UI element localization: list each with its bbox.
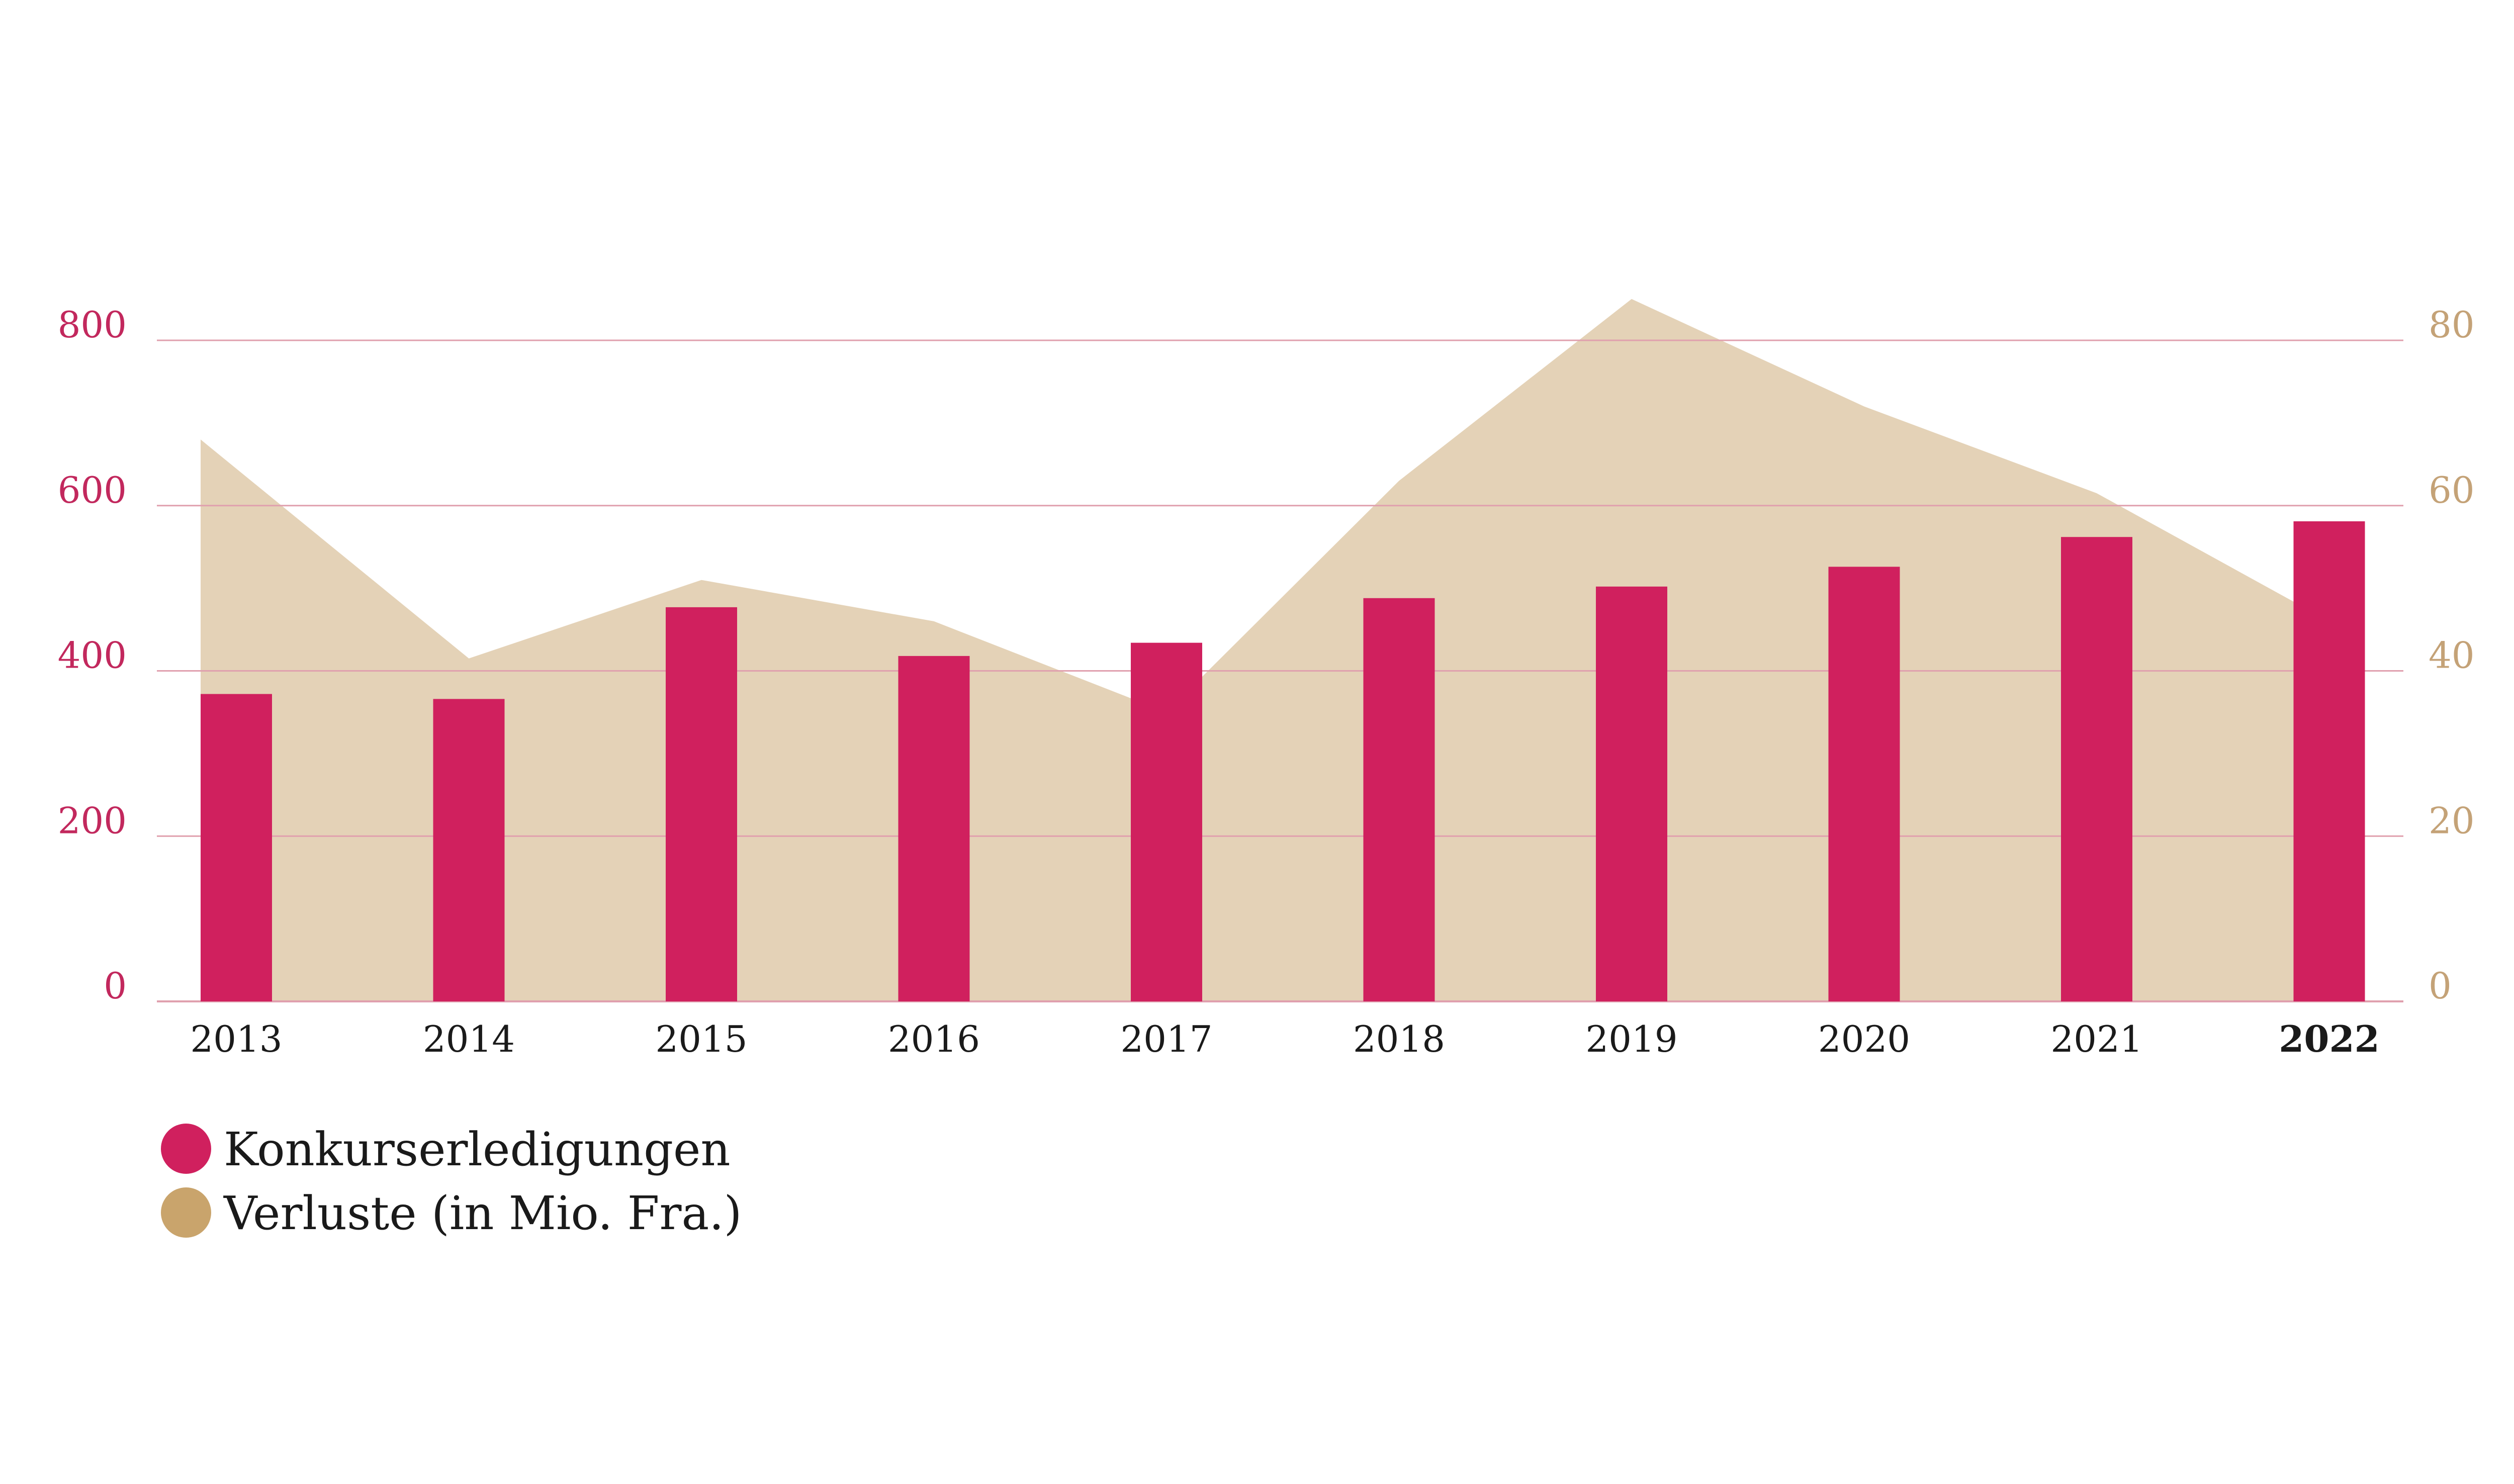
y-left-tick-label: 800 xyxy=(58,304,127,346)
x-tick-label-2020: 2020 xyxy=(1818,1018,1910,1060)
legend-swatch-verluste xyxy=(161,1187,211,1238)
y-right-tick-label: 20 xyxy=(2429,799,2475,842)
x-tick-label-2021: 2021 xyxy=(2050,1018,2142,1060)
bar-2017 xyxy=(1131,642,1202,1001)
x-axis: 2013 2014 2015 2016 2017 2018 2019 2020 2021 2022 xyxy=(190,1017,2379,1060)
bar-2016 xyxy=(898,656,970,1001)
right-axis: 0 20 40 60 80 xyxy=(2429,304,2475,1007)
grid-layer xyxy=(157,339,2403,1002)
x-tick-label-2022: 2022 xyxy=(2279,1017,2379,1060)
legend-label-konkurserledigungen: Konkurserledigungen xyxy=(224,1123,731,1176)
bar-layer xyxy=(201,521,2365,1001)
x-tick-label-2018: 2018 xyxy=(1353,1018,1445,1060)
bar-2022 xyxy=(2293,521,2365,1001)
x-tick-label-2013: 2013 xyxy=(190,1018,282,1060)
left-axis: 0 200 400 600 800 xyxy=(58,304,127,1007)
bar-2015 xyxy=(666,607,737,1001)
y-right-tick-label: 40 xyxy=(2429,634,2475,677)
x-tick-label-2017: 2017 xyxy=(1120,1018,1212,1060)
y-left-tick-label: 600 xyxy=(58,469,127,511)
bar-2019 xyxy=(1596,586,1667,1001)
verluste-area-layer xyxy=(201,299,2329,1001)
y-right-tick-label: 60 xyxy=(2429,469,2475,511)
y-left-tick-label: 200 xyxy=(58,799,127,842)
bar-2021 xyxy=(2061,537,2132,1001)
x-tick-label-2015: 2015 xyxy=(655,1018,747,1060)
y-right-tick-label: 80 xyxy=(2429,304,2475,346)
bar-2014 xyxy=(433,699,505,1001)
legend: Konkurserledigungen Verluste (in Mio. Fr… xyxy=(161,1123,742,1240)
x-tick-label-2014: 2014 xyxy=(423,1018,515,1060)
bar-2013 xyxy=(201,694,272,1001)
bar-2018 xyxy=(1363,598,1435,1001)
y-left-tick-label: 0 xyxy=(104,965,127,1007)
legend-label-verluste: Verluste (in Mio. Fra.) xyxy=(223,1186,742,1240)
x-tick-label-2019: 2019 xyxy=(1585,1018,1677,1060)
bar-2020 xyxy=(1828,567,1900,1001)
y-left-tick-label: 400 xyxy=(58,634,127,677)
legend-swatch-konkurserledigungen xyxy=(161,1124,211,1174)
x-tick-label-2016: 2016 xyxy=(888,1018,980,1060)
verluste-area xyxy=(201,299,2329,1001)
y-right-tick-label: 0 xyxy=(2429,965,2452,1007)
